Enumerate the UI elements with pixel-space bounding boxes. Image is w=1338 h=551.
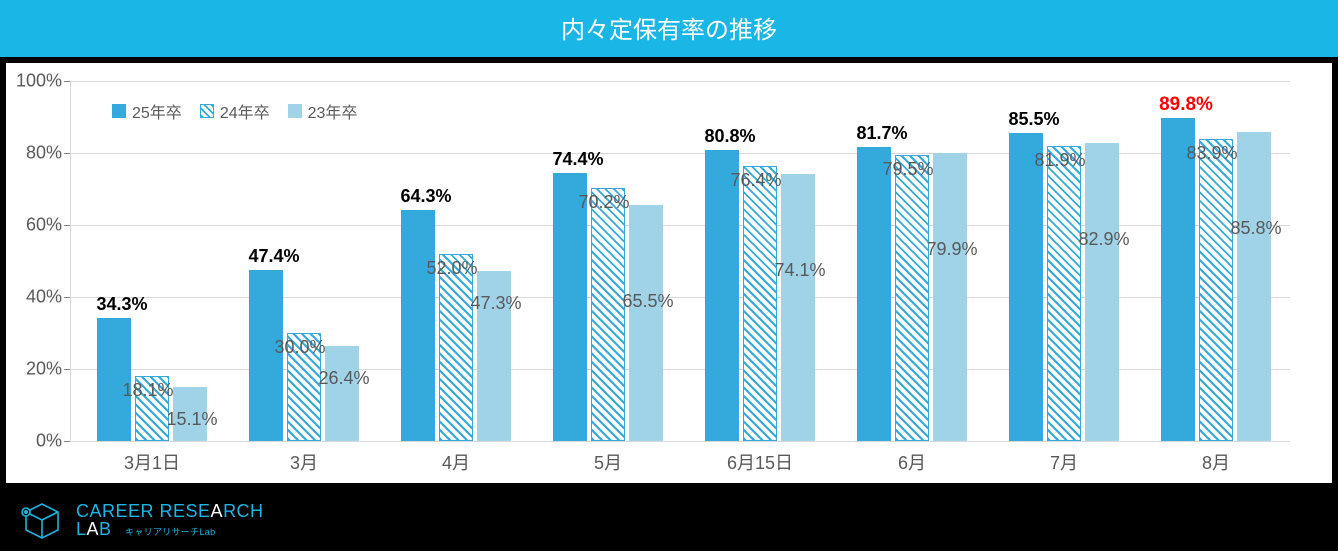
x-axis-label: 4月 xyxy=(442,441,470,475)
data-label-s25: 89.8% xyxy=(1159,94,1213,116)
gridline xyxy=(70,81,1290,82)
data-label-s24: 81.9% xyxy=(1034,150,1085,171)
x-axis-label: 6月15日 xyxy=(727,441,793,475)
bar-s23 xyxy=(1237,132,1271,441)
x-axis-label: 3月 xyxy=(290,441,318,475)
legend-label: 23年卒 xyxy=(308,99,358,123)
brand-main-a: CAREER RESE xyxy=(76,501,211,521)
plot-area: 0%20%40%60%80%100%3月1日3月4月5月6月15日6月7月8月3… xyxy=(70,81,1290,441)
data-label-s25: 34.3% xyxy=(96,294,147,315)
bar-s25 xyxy=(1161,118,1195,441)
brand-main: CAREER RESEARCH xyxy=(76,502,264,520)
y-axis-label: 40% xyxy=(26,287,70,308)
y-axis-label: 80% xyxy=(26,143,70,164)
bar-s25 xyxy=(1009,133,1043,441)
bar-s23 xyxy=(933,153,967,441)
data-label-s24: 70.2% xyxy=(578,192,629,213)
legend: 25年卒 24年卒 23年卒 xyxy=(106,97,363,125)
x-axis-label: 5月 xyxy=(594,441,622,475)
legend-item-s23: 23年卒 xyxy=(288,99,358,123)
data-label-s25: 47.4% xyxy=(248,246,299,267)
legend-item-s25: 25年卒 xyxy=(112,99,182,123)
chart-frame: 内々定保有率の推移 25年卒24年卒23年卒 0%20%40%60%80%100… xyxy=(0,0,1338,551)
data-label-s24: 83.9% xyxy=(1186,143,1237,164)
bar-s23 xyxy=(629,205,663,441)
y-axis-label: 0% xyxy=(36,431,70,452)
y-axis-label: 20% xyxy=(26,359,70,380)
legend-swatch xyxy=(112,104,126,118)
data-label-s25: 85.5% xyxy=(1008,109,1059,130)
y-axis-label: 60% xyxy=(26,215,70,236)
brand-main-c: RCH xyxy=(223,501,264,521)
y-axis-line xyxy=(70,81,71,441)
bar-s24 xyxy=(895,155,929,441)
cube-icon xyxy=(16,498,66,542)
brand-line2-b: A xyxy=(87,519,100,539)
bar-s24 xyxy=(1199,139,1233,441)
y-axis-label: 100% xyxy=(16,71,70,92)
bar-s24 xyxy=(1047,146,1081,441)
gridline xyxy=(70,441,1290,442)
data-label-s23: 82.9% xyxy=(1078,229,1129,250)
legend-swatch xyxy=(200,104,214,118)
bar-s23 xyxy=(1085,143,1119,441)
x-axis-label: 3月1日 xyxy=(124,441,180,475)
bar-s24 xyxy=(743,166,777,441)
data-label-s24: 52.0% xyxy=(426,258,477,279)
brand-logo: CAREER RESEARCH LAB キャリアリサーチLab xyxy=(16,498,264,542)
legend-label: 25年卒 xyxy=(132,99,182,123)
footer: CAREER RESEARCH LAB キャリアリサーチLab xyxy=(0,489,1338,551)
data-label-s23: 74.1% xyxy=(774,260,825,281)
legend-item-s24: 24年卒 xyxy=(200,99,270,123)
data-label-s23: 15.1% xyxy=(166,409,217,430)
bar-s23 xyxy=(781,174,815,441)
data-label-s24: 30.0% xyxy=(274,337,325,358)
brand-line2-a: L xyxy=(76,519,87,539)
chart-box: 25年卒24年卒23年卒 0%20%40%60%80%100%3月1日3月4月5… xyxy=(6,63,1332,483)
brand-sub: キャリアリサーチLab xyxy=(125,527,215,537)
brand-text: CAREER RESEARCH LAB キャリアリサーチLab xyxy=(76,502,264,538)
bar-s24 xyxy=(439,254,473,441)
chart-title: 内々定保有率の推移 xyxy=(0,0,1338,57)
data-label-s25: 64.3% xyxy=(400,186,451,207)
bar-s24 xyxy=(591,188,625,441)
data-label-s24: 79.5% xyxy=(882,159,933,180)
data-label-s23: 65.5% xyxy=(622,291,673,312)
bar-s23 xyxy=(325,346,359,441)
brand-line2-c: B xyxy=(99,519,112,539)
bar-s25 xyxy=(857,147,891,441)
brand-main-b: A xyxy=(211,501,224,521)
data-label-s23: 26.4% xyxy=(318,368,369,389)
data-label-s23: 85.8% xyxy=(1230,218,1281,239)
bar-s25 xyxy=(553,173,587,441)
data-label-s25: 81.7% xyxy=(856,123,907,144)
legend-swatch xyxy=(288,104,302,118)
data-label-s24: 18.1% xyxy=(122,380,173,401)
x-axis-label: 6月 xyxy=(898,441,926,475)
bar-s25 xyxy=(705,150,739,441)
x-axis-label: 8月 xyxy=(1202,441,1230,475)
legend-label: 24年卒 xyxy=(220,99,270,123)
bar-s25 xyxy=(401,210,435,441)
data-label-s25: 80.8% xyxy=(704,126,755,147)
data-label-s24: 76.4% xyxy=(730,170,781,191)
data-label-s23: 79.9% xyxy=(926,239,977,260)
x-axis-label: 7月 xyxy=(1050,441,1078,475)
brand-line2: LAB キャリアリサーチLab xyxy=(76,520,264,538)
chart-wrap: 25年卒24年卒23年卒 0%20%40%60%80%100%3月1日3月4月5… xyxy=(0,57,1338,489)
data-label-s23: 47.3% xyxy=(470,293,521,314)
data-label-s25: 74.4% xyxy=(552,149,603,170)
